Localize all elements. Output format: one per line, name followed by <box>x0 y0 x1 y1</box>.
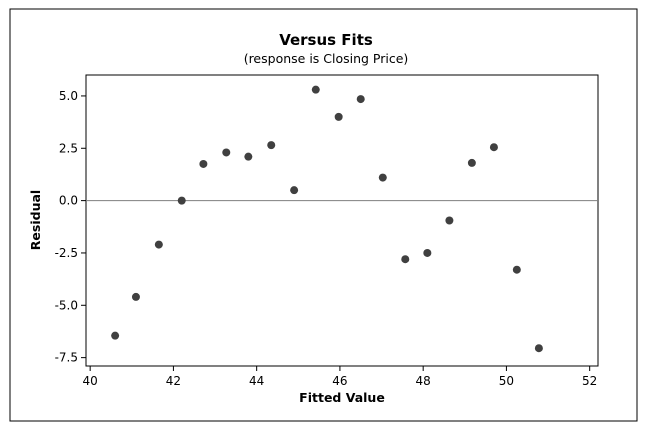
x-tick-label: 40 <box>83 374 98 388</box>
data-point <box>111 331 120 340</box>
x-tick-label: 46 <box>332 374 347 388</box>
data-points <box>111 85 543 353</box>
data-point <box>154 240 163 249</box>
y-tick-label: 5.0 <box>59 89 78 103</box>
x-tick-label: 42 <box>166 374 181 388</box>
data-point <box>311 85 320 94</box>
data-point <box>401 255 410 264</box>
x-tick-label: 44 <box>249 374 264 388</box>
x-tick-label: 48 <box>416 374 431 388</box>
data-point <box>445 216 454 225</box>
data-point <box>199 159 208 168</box>
data-point <box>423 248 432 257</box>
data-point <box>334 112 343 121</box>
data-point <box>489 143 498 152</box>
data-point <box>267 141 276 150</box>
chart-title: Versus Fits <box>279 31 373 49</box>
data-point <box>290 186 299 195</box>
data-point <box>244 152 253 161</box>
data-point <box>378 173 387 182</box>
data-point <box>467 158 476 167</box>
y-tick-label: -7.5 <box>55 351 78 365</box>
plot-area <box>85 74 599 367</box>
data-point <box>534 344 543 353</box>
y-tick-label: -5.0 <box>55 298 78 312</box>
x-axis: 40 42 44 46 48 50 52 <box>83 366 597 388</box>
y-axis-label: Residual <box>28 190 43 250</box>
x-tick-label: 52 <box>582 374 597 388</box>
data-point <box>222 148 231 157</box>
y-tick-label: -2.5 <box>55 246 78 260</box>
y-tick-label: 2.5 <box>59 141 78 155</box>
x-tick-label: 50 <box>499 374 514 388</box>
y-axis: -7.5 -5.0 -2.5 0.0 2.5 5.0 <box>55 89 86 365</box>
data-point <box>512 265 521 274</box>
data-point <box>131 292 140 301</box>
data-point <box>356 95 365 104</box>
data-point <box>177 196 186 205</box>
chart-subtitle: (response is Closing Price) <box>244 51 409 66</box>
x-axis-label: Fitted Value <box>299 390 385 405</box>
y-tick-label: 0.0 <box>59 194 78 208</box>
